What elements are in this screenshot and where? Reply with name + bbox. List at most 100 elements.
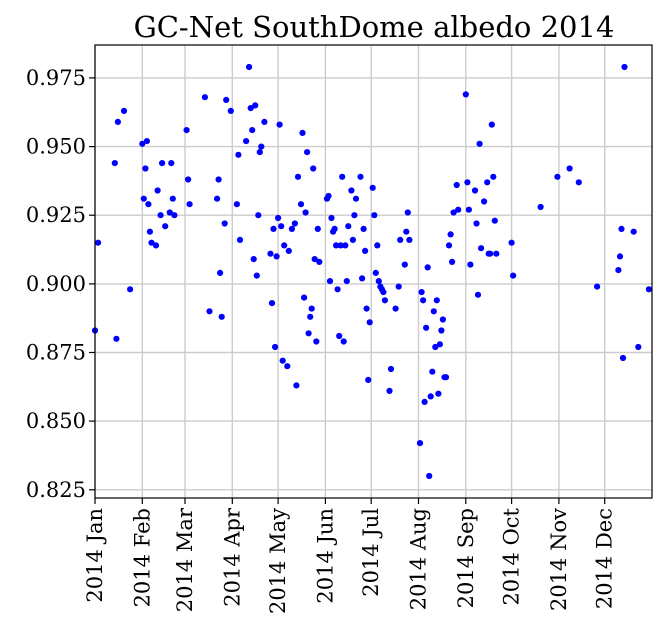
data-point — [337, 242, 344, 249]
data-point — [279, 357, 286, 364]
data-point — [427, 393, 434, 400]
data-point — [236, 236, 244, 243]
data-point — [426, 472, 433, 480]
data-point — [227, 107, 234, 114]
data-point — [435, 390, 442, 397]
data-point — [276, 121, 283, 128]
x-tick-label: 2014 Sep — [454, 508, 478, 608]
data-point — [186, 201, 193, 208]
data-point — [127, 286, 134, 293]
x-tick-label: 2014 May — [266, 508, 290, 614]
data-point — [508, 239, 515, 246]
data-point — [253, 272, 260, 279]
data-point — [635, 343, 642, 351]
data-point — [302, 209, 309, 216]
data-point — [169, 195, 176, 202]
data-point — [404, 209, 411, 216]
data-point — [453, 181, 460, 189]
data-point — [386, 387, 393, 394]
data-point — [438, 327, 445, 334]
data-point — [311, 256, 318, 263]
data-point — [484, 179, 491, 186]
data-point — [371, 212, 378, 219]
data-point — [281, 242, 288, 249]
data-point — [235, 151, 242, 158]
data-point — [275, 214, 282, 222]
data-point — [206, 308, 213, 315]
data-point — [594, 283, 601, 290]
data-point — [476, 140, 483, 147]
data-point — [113, 335, 120, 342]
data-point — [418, 289, 425, 296]
data-point — [95, 239, 102, 246]
data-point — [616, 253, 624, 260]
data-point — [436, 341, 443, 348]
data-point — [171, 212, 178, 219]
data-point — [420, 297, 427, 304]
data-point — [159, 160, 166, 167]
data-point — [223, 96, 230, 103]
data-point — [619, 354, 627, 362]
data-point — [416, 440, 424, 447]
data-point — [340, 338, 347, 345]
data-point — [365, 376, 372, 383]
data-point — [252, 102, 259, 109]
data-point — [294, 173, 302, 180]
data-point — [258, 143, 265, 150]
data-point — [471, 187, 479, 194]
data-point — [217, 269, 224, 276]
data-point — [490, 173, 497, 180]
data-point — [278, 223, 285, 230]
data-point — [455, 206, 462, 213]
data-point — [243, 138, 250, 145]
data-point — [360, 225, 367, 232]
data-point — [403, 228, 410, 235]
data-point — [288, 225, 295, 232]
x-tick-label: 2014 Mar — [173, 507, 197, 612]
data-point — [481, 198, 488, 205]
data-point — [449, 258, 456, 265]
data-point — [430, 308, 437, 315]
data-point — [336, 332, 343, 340]
data-point — [310, 165, 317, 172]
data-point — [473, 220, 480, 227]
data-point — [464, 179, 471, 186]
data-point — [162, 223, 169, 230]
data-point — [145, 201, 152, 208]
data-point — [270, 225, 277, 232]
data-point — [314, 225, 321, 232]
data-point — [339, 173, 346, 180]
data-point — [148, 239, 155, 246]
data-point — [401, 261, 408, 268]
data-point — [375, 278, 382, 285]
data-point — [331, 225, 338, 232]
data-point — [250, 256, 257, 263]
data-point — [630, 228, 637, 235]
data-point — [273, 253, 280, 260]
data-point — [392, 305, 399, 312]
data-point — [423, 324, 430, 331]
data-point — [111, 160, 118, 167]
data-point — [307, 313, 314, 320]
data-point — [352, 195, 360, 202]
data-point — [261, 118, 268, 125]
data-point — [168, 160, 175, 167]
data-point — [467, 261, 474, 268]
data-point — [304, 149, 311, 156]
data-point — [328, 214, 335, 222]
data-point — [325, 192, 332, 200]
y-tick-label: 0.925 — [26, 203, 86, 227]
data-point — [395, 283, 402, 290]
data-point — [348, 187, 355, 194]
y-tick-label: 0.950 — [26, 135, 86, 159]
data-point — [166, 209, 173, 216]
data-point — [308, 305, 315, 312]
axis-ticks: 0.825 0.850 0.875 0.900 0.925 0.950 0.975 2014 … — [26, 66, 617, 614]
data-point — [120, 107, 128, 114]
data-point — [645, 286, 653, 293]
data-point — [465, 206, 472, 213]
data-point — [326, 278, 334, 285]
plot-frame — [94, 44, 653, 499]
data-point — [433, 297, 440, 304]
